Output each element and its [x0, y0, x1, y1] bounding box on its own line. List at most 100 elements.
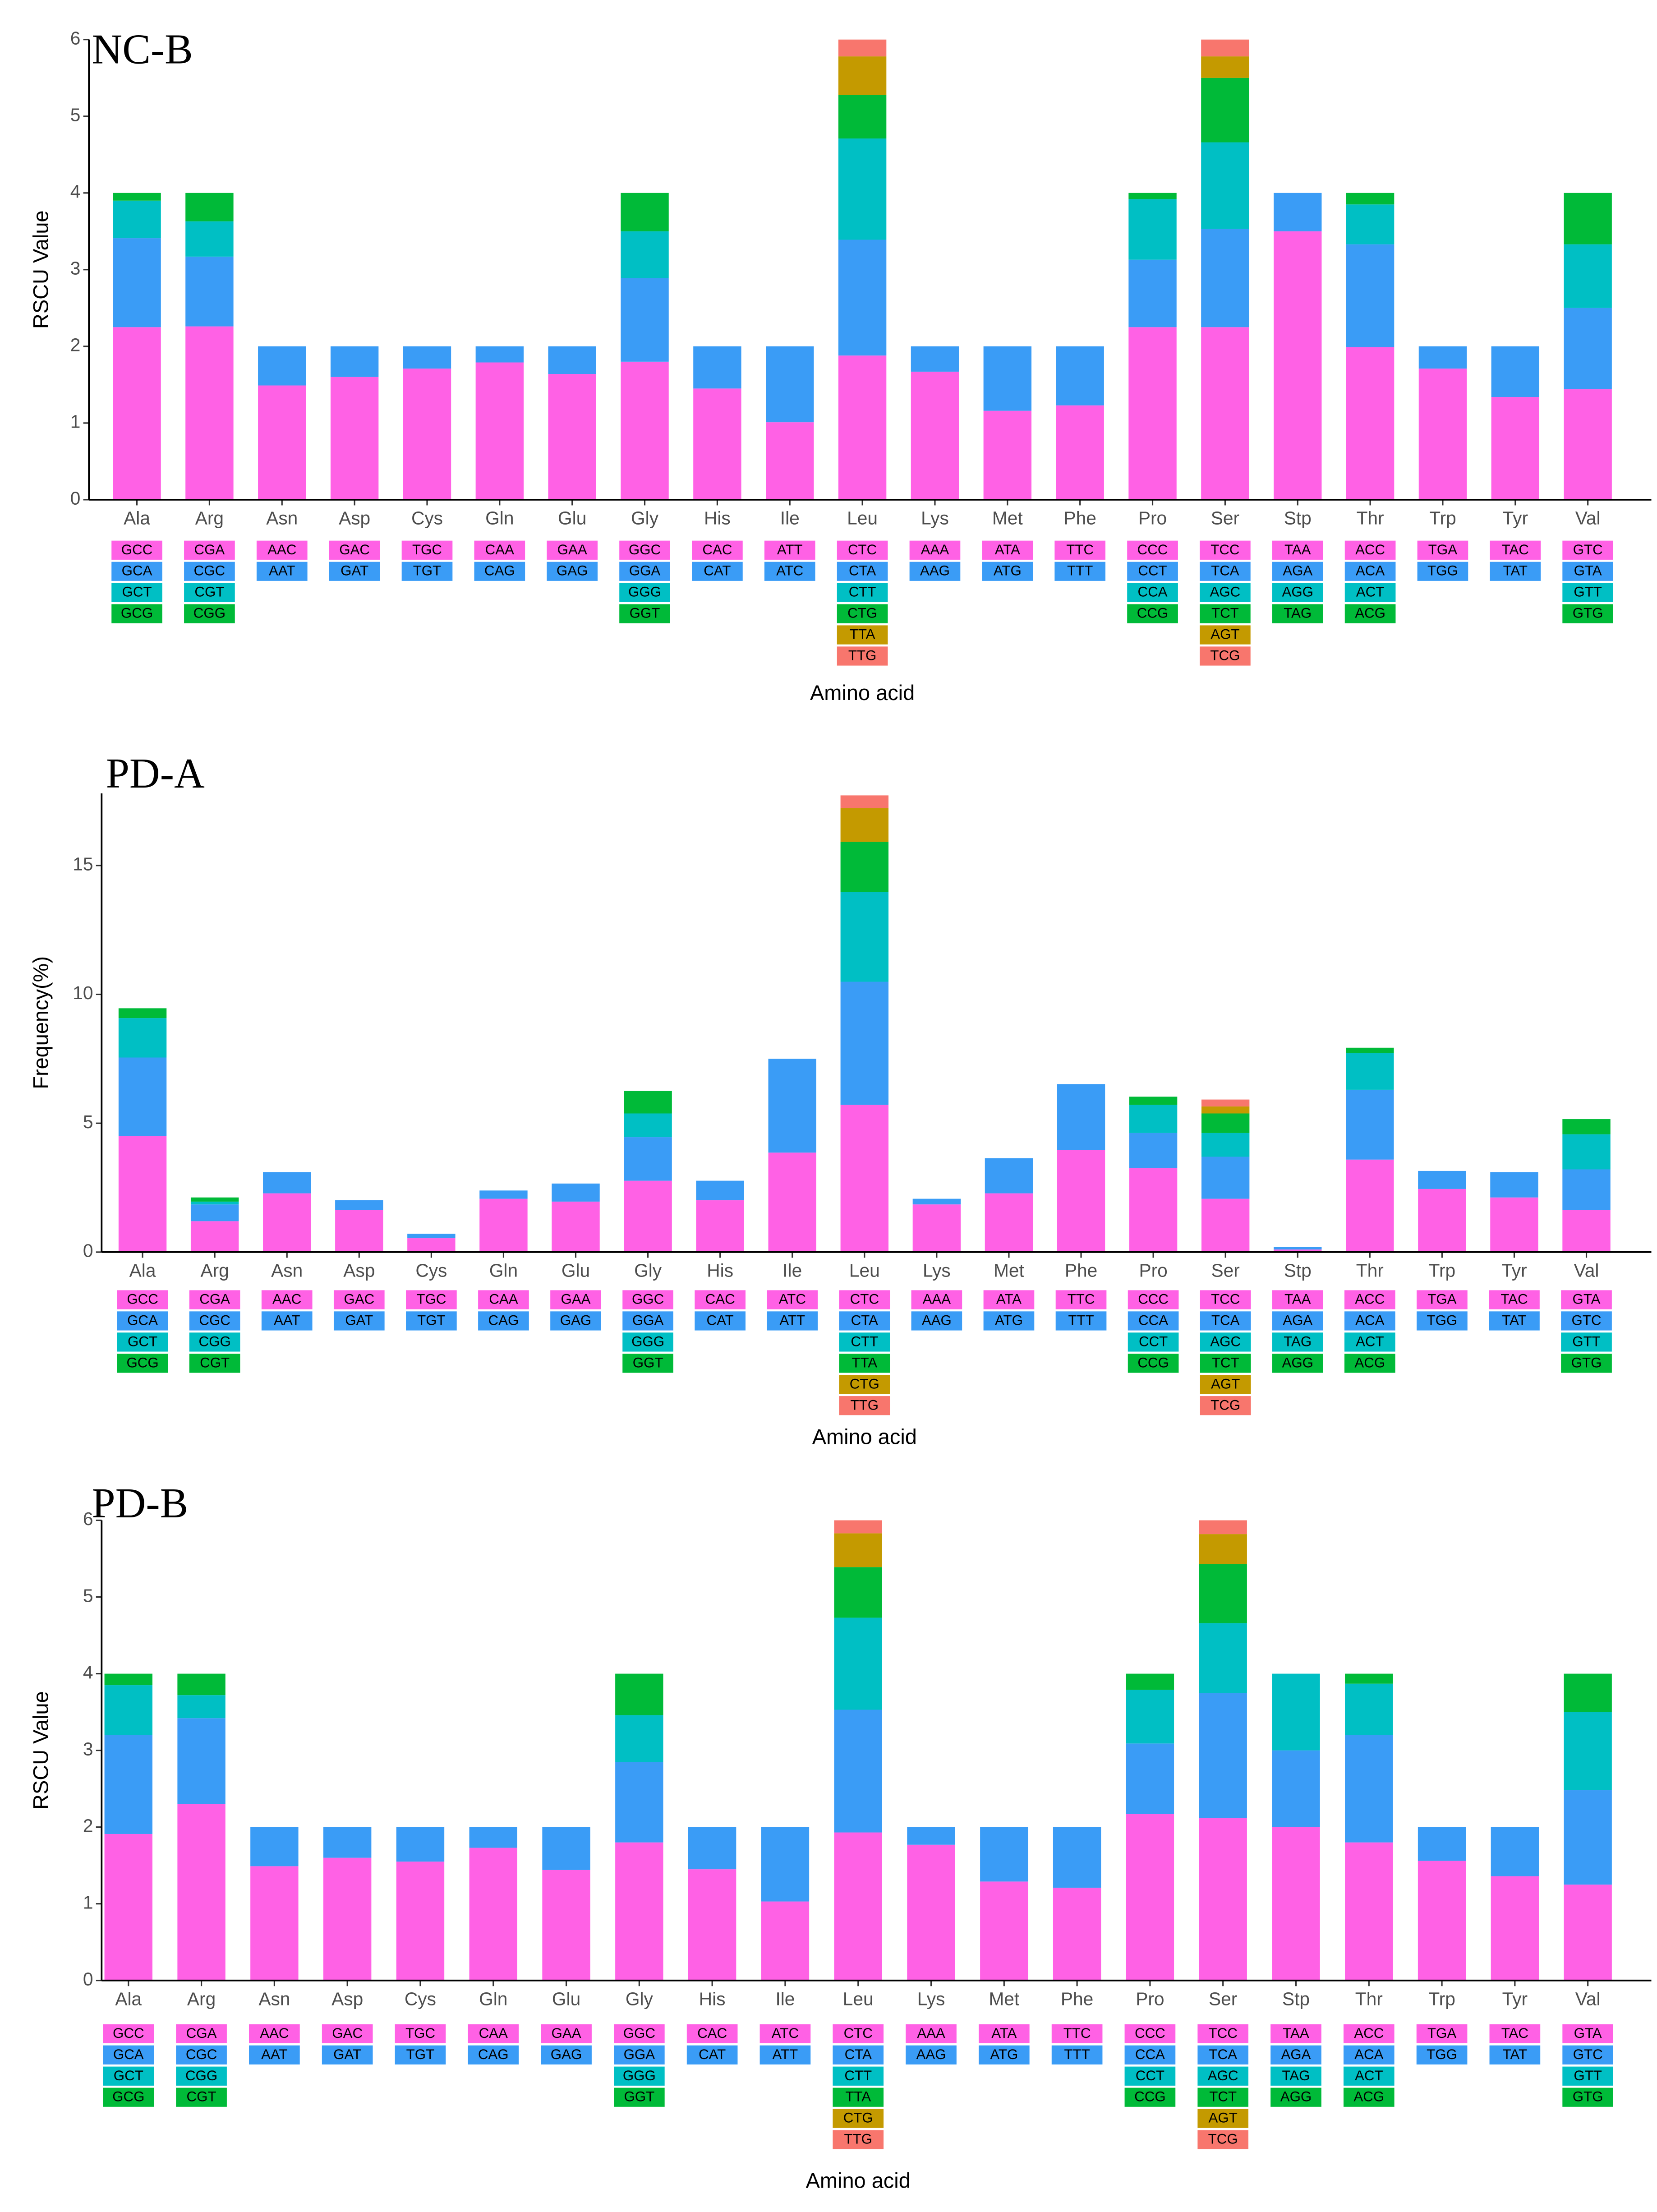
- codon-box: [1124, 2088, 1176, 2107]
- codon-box: [619, 604, 670, 623]
- x-tick-label: Cys: [415, 1260, 447, 1281]
- codon-label: CCG: [1137, 605, 1169, 621]
- x-tick-label: Arg: [195, 507, 224, 528]
- codon-label: GTG: [1573, 605, 1603, 621]
- codon-label: ATG: [990, 2046, 1018, 2062]
- codon-box: [184, 562, 235, 581]
- codon-label: CAC: [702, 542, 732, 558]
- codon-box: [1270, 2088, 1321, 2107]
- codon-box: [1562, 2088, 1613, 2107]
- codon-box: [474, 562, 525, 581]
- codon-label: GCG: [126, 1355, 158, 1370]
- x-tick-label: Gln: [485, 507, 514, 528]
- bar-segment: [118, 1057, 167, 1136]
- codon-label: CGC: [186, 2046, 217, 2062]
- codon-box: [686, 2045, 738, 2065]
- y-tick-label: 3: [70, 258, 81, 279]
- bar-segment: [1346, 193, 1395, 205]
- codon-box: [982, 540, 1033, 560]
- bar-segment: [1201, 1157, 1250, 1199]
- bar-segment: [1201, 78, 1249, 143]
- bar-segment: [1562, 1210, 1611, 1252]
- codon-box: [1124, 2045, 1176, 2065]
- bar-segment: [1272, 1827, 1320, 1981]
- codon-box: [1127, 562, 1178, 581]
- codon-box: [189, 1332, 240, 1352]
- codon-box: [1200, 583, 1251, 602]
- bar-segment: [840, 892, 889, 982]
- codon-box: [1272, 604, 1323, 623]
- codon-label: CCG: [1137, 1355, 1169, 1370]
- codon-label: CCC: [1138, 1291, 1169, 1307]
- codon-label: TAG: [1282, 2068, 1310, 2083]
- codon-box: [837, 562, 888, 581]
- bar-segment: [696, 1180, 744, 1201]
- codon-label: TGT: [413, 563, 442, 579]
- codon-label: ACG: [1355, 605, 1385, 621]
- codon-label: AGT: [1211, 627, 1239, 642]
- codon-label: GGG: [631, 1333, 664, 1349]
- codon-label: CTC: [844, 2025, 873, 2041]
- bar-segment: [840, 982, 889, 1105]
- bar-segment: [1053, 1887, 1101, 1981]
- codon-label: CGT: [194, 584, 224, 600]
- codon-box: [111, 540, 162, 560]
- codon-label: CAT: [699, 2046, 726, 2062]
- codon-label: TGG: [1427, 1313, 1457, 1328]
- codon-box: [983, 1290, 1035, 1309]
- bar-segment: [552, 1183, 600, 1202]
- codon-label: AGA: [1281, 2046, 1311, 2062]
- codon-label: AAA: [921, 542, 949, 558]
- bar-segment: [621, 231, 669, 278]
- codon-box: [833, 2045, 884, 2065]
- bar-segment: [840, 808, 889, 842]
- codon-label: ACA: [1354, 2046, 1383, 2062]
- codon-label: TAC: [1501, 2025, 1528, 2041]
- codon-label: TAT: [1503, 563, 1528, 579]
- bar-segment: [1346, 347, 1395, 500]
- codon-label: TGA: [1428, 542, 1457, 558]
- codon-label: AGT: [1209, 2110, 1238, 2126]
- bar-segment: [907, 1827, 955, 1845]
- codon-box: [541, 2045, 592, 2065]
- codon-label: GGA: [629, 563, 661, 579]
- codon-box: [1200, 625, 1251, 645]
- bar-segment: [1199, 1623, 1247, 1693]
- bar-segment: [838, 355, 887, 500]
- codon-box: [1562, 604, 1613, 623]
- codon-label: TAA: [1284, 542, 1311, 558]
- codon-box: [1561, 1332, 1612, 1352]
- codon-label: CCT: [1138, 563, 1167, 579]
- bar-segment: [1346, 1047, 1394, 1053]
- x-tick-label: Thr: [1356, 1260, 1384, 1281]
- bar-segment: [403, 369, 451, 500]
- x-tick-label: Asp: [339, 507, 370, 528]
- bar-segment: [118, 1136, 167, 1252]
- codon-label: CGG: [199, 1333, 231, 1349]
- bar-segment: [838, 95, 887, 139]
- codon-box: [839, 1375, 890, 1394]
- x-tick-label: Ala: [129, 1260, 156, 1281]
- bar-segment: [1201, 1198, 1250, 1252]
- codon-box: [1417, 540, 1468, 560]
- codon-label: ACT: [1356, 584, 1385, 600]
- bar-segment: [1274, 231, 1322, 500]
- bar-segment: [185, 221, 234, 257]
- codon-label: CAA: [485, 542, 514, 558]
- codon-box: [1344, 1354, 1395, 1373]
- codon-label: ATA: [991, 2025, 1017, 2041]
- bar-segment: [1201, 56, 1249, 78]
- codon-label: GGT: [633, 1355, 663, 1370]
- codon-box: [1200, 1375, 1251, 1394]
- bar-segment: [1199, 1520, 1247, 1535]
- codon-label: GCC: [121, 542, 153, 558]
- bar-segment: [104, 1673, 152, 1686]
- bar-segment: [1057, 1084, 1105, 1150]
- bar-segment: [1346, 204, 1395, 244]
- codon-label: AAT: [261, 2046, 288, 2062]
- codon-label: TCA: [1211, 1313, 1240, 1328]
- codon-box: [686, 2024, 738, 2043]
- codon-label: GCC: [113, 2025, 144, 2041]
- bar-segment: [263, 1172, 311, 1194]
- codon-label: GTT: [1574, 584, 1602, 600]
